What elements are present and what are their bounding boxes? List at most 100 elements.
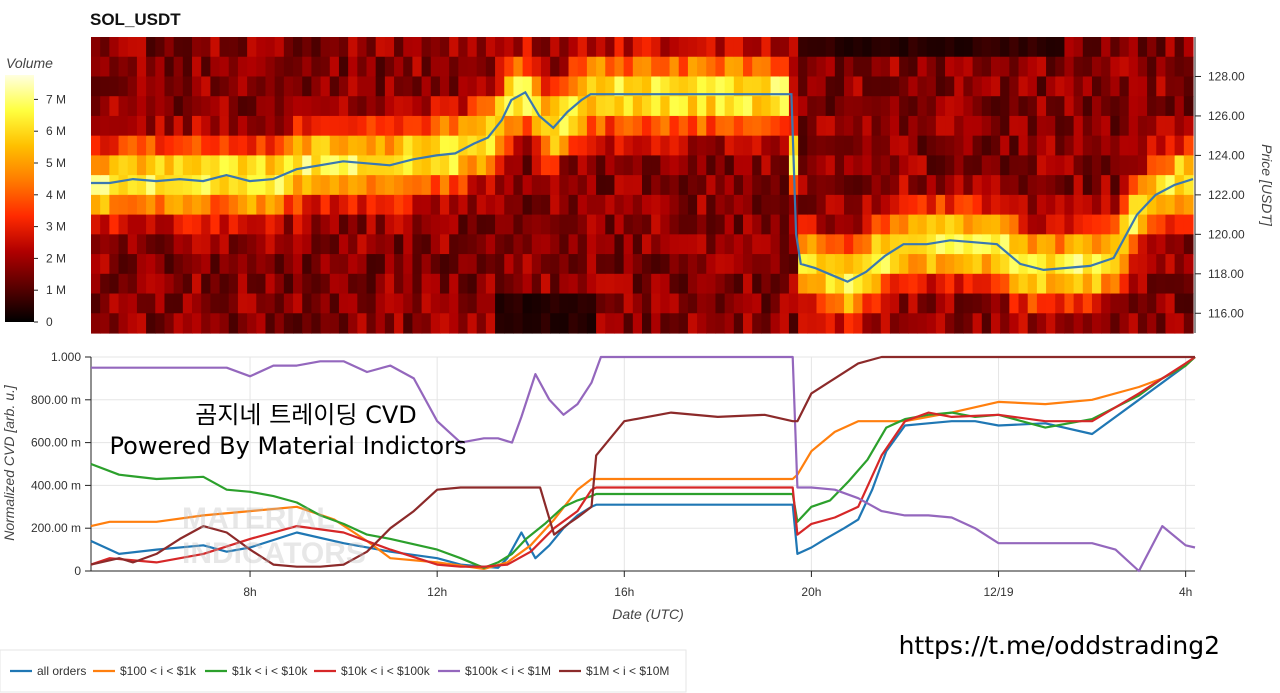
heatmap-cell [669, 37, 680, 58]
heatmap-cell [669, 313, 680, 334]
heatmap-cell [1027, 56, 1038, 78]
heatmap-cell [669, 175, 680, 196]
heatmap-cell [403, 273, 414, 295]
heatmap-cell [357, 254, 368, 275]
heatmap-cell [1165, 313, 1176, 334]
heatmap-cell [1018, 293, 1029, 314]
heatmap-cell [412, 115, 423, 137]
heatmap-cell [182, 155, 193, 176]
heatmap-cell [632, 194, 643, 216]
heatmap-cell [210, 135, 221, 156]
heatmap-cell [834, 234, 845, 255]
colorbar-tick-label: 4 M [46, 188, 66, 202]
heatmap-cell [338, 155, 349, 176]
heatmap-cell [926, 155, 937, 176]
heatmap-cell [504, 37, 515, 58]
heatmap-cell [816, 214, 827, 235]
heatmap-cell [706, 273, 717, 295]
telegram-link[interactable]: https://t.me/oddstrading2 [899, 631, 1220, 660]
heatmap-cell [697, 96, 707, 117]
heatmap-cell [834, 155, 845, 176]
heatmap-cell [1101, 115, 1111, 137]
heatmap-cell [697, 56, 707, 78]
heatmap-cell [421, 254, 432, 275]
heatmap-cell [439, 155, 450, 176]
heatmap-cell [733, 155, 744, 176]
heatmap-cell [1082, 96, 1093, 117]
heatmap-cell [504, 194, 515, 216]
heatmap-cell [274, 135, 285, 156]
heatmap-cell [596, 234, 606, 255]
heatmap-cell [733, 313, 744, 334]
heatmap-cell [733, 214, 744, 235]
heatmap-cell [265, 234, 276, 255]
heatmap-cell [669, 273, 680, 295]
heatmap-cell [963, 313, 974, 334]
heatmap-cell [201, 273, 211, 295]
heatmap-cell [329, 135, 340, 156]
heatmap-cell [540, 155, 551, 176]
heatmap-cell [458, 175, 469, 196]
heatmap-cell [605, 234, 616, 255]
heatmap-cell [256, 135, 267, 156]
heatmap-cell [192, 56, 202, 78]
heatmap-cell [274, 194, 285, 216]
heatmap-cell [596, 293, 606, 314]
heatmap-cell [669, 76, 680, 97]
heatmap-cell [495, 214, 505, 235]
heatmap-cell [825, 96, 836, 117]
heatmap-cell [586, 273, 597, 295]
heatmap-cell [743, 194, 753, 216]
heatmap-cell [375, 234, 386, 255]
heatmap-cell [825, 76, 836, 97]
heatmap-cell [687, 214, 698, 235]
heatmap-cell [1119, 273, 1130, 295]
heatmap-cell [338, 56, 349, 78]
heatmap-cell [807, 214, 818, 235]
heatmap-cell [1147, 56, 1157, 78]
heatmap-cell [476, 254, 487, 275]
heatmap-cell [816, 37, 827, 58]
heatmap-cell [1082, 76, 1093, 97]
heatmap-cell [1091, 194, 1102, 216]
heatmap-cell [476, 175, 487, 196]
heatmap-cell [880, 155, 891, 176]
heatmap-cell [1156, 293, 1167, 314]
heatmap-cell [1119, 194, 1130, 216]
heatmap-cell [283, 115, 294, 137]
heatmap-cell [614, 175, 625, 196]
heatmap-cell [109, 214, 120, 235]
heatmap-cell [1036, 115, 1047, 137]
heatmap-cell [825, 56, 836, 78]
heatmap-cell [1055, 273, 1066, 295]
heatmap-cell [247, 135, 257, 156]
heatmap-cell [467, 155, 478, 176]
heatmap-cell [798, 293, 808, 314]
heatmap-cell [495, 175, 505, 196]
heatmap-cell [880, 234, 891, 255]
heatmap-cell [798, 313, 808, 334]
heatmap-cell [531, 115, 542, 137]
heatmap-cell [467, 273, 478, 295]
heatmap-cell [889, 96, 900, 117]
heatmap-cell [201, 234, 211, 255]
heatmap-cell [1046, 96, 1056, 117]
heatmap-cell [1027, 194, 1038, 216]
heatmap-cell [1073, 115, 1084, 137]
heatmap-cell [283, 76, 294, 97]
heatmap-cell [1110, 135, 1121, 156]
heatmap-cell [844, 194, 854, 216]
heatmap-cell [642, 37, 652, 58]
heatmap-cell [788, 254, 799, 275]
heatmap-cell [568, 76, 579, 97]
chart-title: SOL_USDT [90, 10, 181, 29]
heatmap-cell [770, 175, 781, 196]
heatmap-cell [1027, 293, 1038, 314]
heatmap-cell [1101, 254, 1111, 275]
heatmap-cell [210, 254, 221, 275]
heatmap-cell [697, 135, 707, 156]
heatmap-cell [127, 194, 138, 216]
heatmap-cell [449, 234, 459, 255]
heatmap-cell [522, 56, 533, 78]
heatmap-cell [917, 214, 928, 235]
